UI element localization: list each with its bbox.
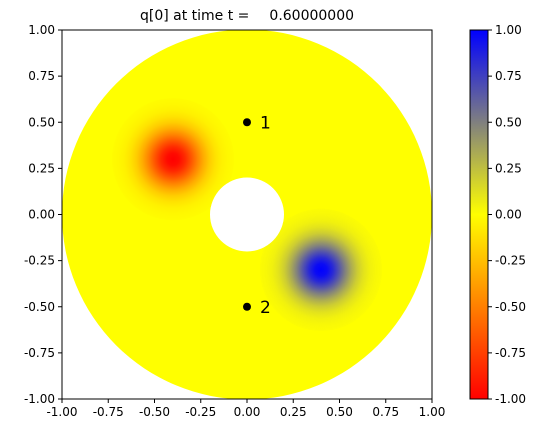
colorbar-tick-label: -1.00 [495,392,526,406]
y-tick-label: -0.50 [24,300,55,314]
x-tick-label: -0.50 [139,405,170,419]
chart-title: q[0] at time t = 0.60000000 [140,8,354,24]
gauge-point-label: 1 [260,113,271,133]
colorbar-tick-label: -0.50 [495,300,526,314]
colorbar-ticks: -1.00 -0.75 -0.50 -0.25 0.00 0.25 0.50 0.75 1.00 [488,23,526,406]
y-tick-label: 0.75 [28,69,55,83]
annulus-field [62,30,432,399]
gauge-point [243,118,251,127]
x-tick-label: 0.25 [280,405,307,419]
y-axis-ticks: -1.00 -0.75 -0.50 -0.25 0.00 0.25 0.50 0.75 1.00 [24,23,62,406]
colorbar-tick-label: -0.25 [495,254,526,268]
y-tick-label: 1.00 [28,23,55,37]
x-tick-label: -0.75 [93,405,124,419]
y-tick-label: 0.00 [28,208,55,222]
y-tick-label: -0.75 [24,346,55,360]
gauge-point-label: 2 [260,298,271,318]
title-time: 0.60000000 [269,8,354,24]
field-blobs [111,98,383,331]
x-axis-ticks: -1.00 -0.75 -0.50 -0.25 0.00 0.25 0.50 0.75 1.00 [46,399,445,419]
y-tick-label: -1.00 [24,392,55,406]
colorbar-tick-label: 0.00 [495,208,522,222]
colorbar-tick-label: 1.00 [495,23,522,37]
x-tick-label: 0.75 [372,405,399,419]
plot-area: 12 -1.00 -0.75 -0.50 -0.25 0.00 0.25 0.50 0.75 1… [24,23,445,419]
x-tick-label: -1.00 [46,405,77,419]
y-tick-label: 0.25 [28,161,55,175]
colorbar-gradient [470,30,488,399]
x-tick-label: 1.00 [419,405,446,419]
x-tick-label: 0.50 [326,405,353,419]
title-prefix: q[0] at time t = [140,8,249,24]
colorbar: -1.00 -0.75 -0.50 -0.25 0.00 0.25 0.50 0.75 1.00 [469,23,526,406]
colorbar-tick-label: 0.25 [495,161,522,175]
colorbar-tick-label: -0.75 [495,346,526,360]
x-tick-label: 0.00 [234,405,261,419]
colorbar-tick-label: 0.75 [495,69,522,83]
x-tick-label: -0.25 [185,405,216,419]
y-tick-label: 0.50 [28,115,55,129]
field-background [62,30,432,399]
gauge-point [243,302,251,311]
field-blob [259,208,383,331]
y-tick-label: -0.25 [24,254,55,268]
field-blob [111,98,235,221]
colorbar-tick-label: 0.50 [495,115,522,129]
gauge-points: 12 [243,113,271,318]
